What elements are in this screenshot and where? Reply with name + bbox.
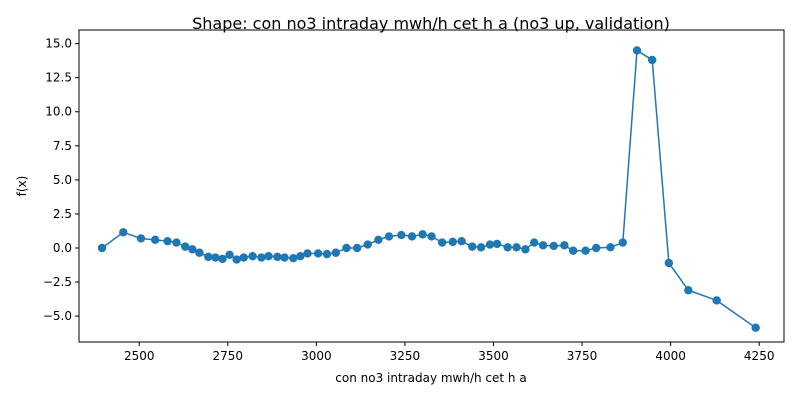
y-tick-label: 12.5: [45, 71, 72, 85]
data-point: [296, 251, 305, 261]
y-tick-label: 7.5: [53, 139, 72, 153]
data-point: [407, 232, 417, 241]
plot-area: [97, 46, 760, 332]
data-point: [549, 241, 558, 251]
x-tick-label: 3500: [478, 349, 509, 363]
chart-title: Shape: con no3 intraday mwh/h cet h a (n…: [192, 14, 670, 33]
data-point: [684, 286, 693, 295]
data-point: [225, 250, 234, 260]
data-point: [468, 242, 477, 251]
data-point: [664, 258, 674, 268]
data-point: [418, 230, 427, 239]
data-point: [342, 243, 351, 253]
data-point: [485, 240, 495, 249]
data-point: [232, 255, 241, 264]
data-point: [188, 245, 197, 254]
series-line: [101, 49, 757, 329]
data-point: [313, 249, 323, 258]
y-tick-label: 2.5: [53, 207, 72, 221]
data-point: [289, 254, 298, 263]
x-tick-label: 2500: [124, 349, 155, 363]
data-point: [751, 323, 760, 332]
data-point: [427, 232, 436, 241]
data-point: [150, 235, 160, 245]
data-point: [530, 238, 539, 247]
x-tick-label: 3750: [567, 349, 598, 363]
data-point: [172, 238, 181, 247]
data-point: [303, 249, 312, 258]
data-point: [280, 253, 289, 262]
data-point: [257, 253, 266, 262]
y-tick-label: 5.0: [53, 173, 72, 187]
data-point: [560, 241, 569, 250]
data-point: [248, 251, 257, 261]
x-tick-label: 4250: [744, 349, 775, 363]
data-point: [521, 245, 530, 254]
data-point: [592, 243, 601, 253]
data-point: [384, 232, 394, 241]
data-point: [163, 236, 172, 246]
data-point: [331, 248, 341, 257]
data-point: [618, 238, 628, 247]
data-point: [457, 236, 466, 246]
data-point: [648, 55, 657, 65]
data-point: [512, 243, 521, 252]
data-point: [503, 243, 512, 252]
data-point: [569, 246, 578, 255]
data-point: [712, 296, 721, 305]
y-tick-label: 0.0: [53, 241, 72, 255]
data-point: [97, 243, 107, 253]
y-axis: −5.0 −2.5 0.0 2.5 5.0 7.5 10.0 12.5 15.0: [43, 37, 79, 323]
data-point: [204, 252, 213, 262]
y-tick-label: 15.0: [45, 37, 72, 51]
data-point: [448, 237, 457, 247]
y-tick-label: 10.0: [45, 105, 72, 119]
data-point: [437, 238, 447, 247]
data-point: [352, 243, 362, 253]
x-tick-label: 4000: [655, 349, 686, 363]
data-point: [181, 242, 190, 251]
x-axis: 2500 2750 3000 3250 3500 3750 4000 4250: [124, 342, 775, 363]
data-point: [211, 253, 220, 262]
y-axis-label: f(x): [15, 176, 29, 197]
data-point: [264, 251, 273, 261]
data-point: [119, 228, 128, 237]
data-point: [218, 254, 227, 264]
data-point: [606, 243, 615, 252]
y-tick-label: −5.0: [43, 309, 72, 323]
data-point: [322, 249, 332, 259]
data-point: [581, 246, 590, 255]
data-point: [374, 235, 383, 245]
data-point: [273, 252, 282, 262]
y-tick-label: −2.5: [43, 275, 72, 289]
x-tick-label: 3250: [390, 349, 421, 363]
data-point: [363, 240, 372, 249]
data-point: [136, 234, 146, 243]
data-point: [239, 253, 248, 262]
data-point: [492, 239, 502, 249]
data-point: [397, 230, 406, 240]
x-tick-label: 3000: [301, 349, 332, 363]
data-point: [632, 46, 642, 55]
data-point: [476, 243, 486, 252]
x-axis-label: con no3 intraday mwh/h cet h a: [335, 371, 526, 385]
data-point: [195, 248, 204, 257]
axes-frame: [78, 29, 785, 343]
x-tick-label: 2750: [213, 349, 244, 363]
data-point: [538, 241, 548, 250]
